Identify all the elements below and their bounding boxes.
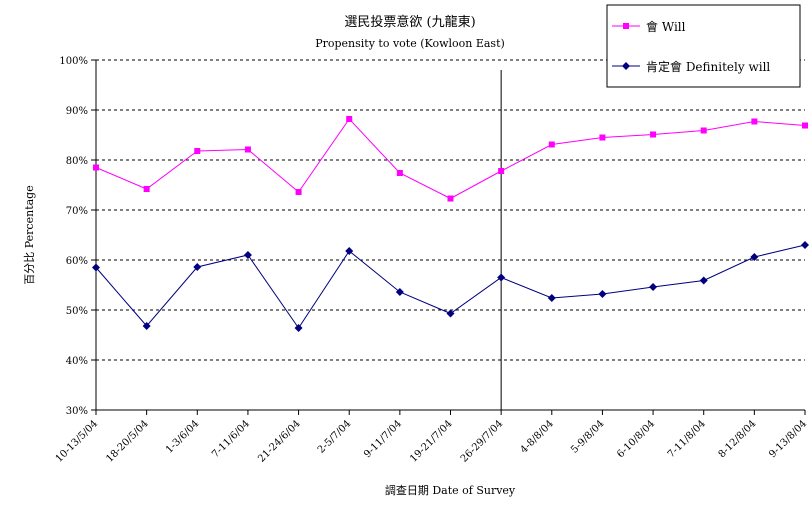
- data-point-will: [599, 134, 606, 141]
- y-tick-label: 40%: [66, 356, 88, 367]
- data-point-will: [700, 127, 707, 134]
- legend-marker-will: [623, 23, 629, 29]
- data-point-will: [751, 118, 758, 125]
- legend-box: [606, 4, 801, 88]
- data-point-definitely: [294, 324, 303, 332]
- legend: 會 Will 肯定會 Definitely will: [606, 4, 801, 88]
- data-point-will: [802, 122, 808, 129]
- data-point-will: [295, 189, 302, 195]
- x-tick-label: 1-3/6/04: [164, 418, 201, 455]
- data-point-definitely: [750, 253, 759, 261]
- data-point-will: [244, 146, 251, 153]
- data-point-definitely: [193, 263, 202, 271]
- y-tick-label: 100%: [59, 56, 88, 67]
- x-tick-label: 4-8/8/04: [518, 418, 555, 455]
- y-tick-label: 60%: [66, 256, 88, 267]
- y-axis-label: 百分比 Percentage: [23, 185, 36, 284]
- data-point-will: [143, 186, 150, 192]
- data-point-definitely: [598, 290, 607, 298]
- data-point-will: [498, 168, 505, 174]
- y-tick-label: 30%: [66, 406, 88, 417]
- data-point-will: [548, 141, 555, 148]
- data-point-definitely: [243, 251, 252, 259]
- x-tick-label: 18-20/5/04: [104, 418, 150, 464]
- chart-subtitle: Propensity to vote (Kowloon East): [315, 37, 505, 50]
- legend-label-will: 會 Will: [646, 20, 686, 34]
- series-line-0: [95, 118, 806, 200]
- data-point-will: [650, 131, 657, 138]
- legend-marker-definitely: [622, 62, 630, 70]
- axes: [95, 60, 805, 411]
- data-point-definitely: [699, 276, 708, 285]
- legend-label-definitely: 肯定會 Definitely will: [646, 59, 770, 74]
- data-point-will: [396, 170, 403, 176]
- x-tick-label: 19-21/7/04: [408, 418, 454, 464]
- data-point-definitely: [446, 309, 455, 318]
- data-point-definitely: [345, 247, 354, 255]
- data-point-definitely: [497, 273, 506, 282]
- x-tick-label: 5-9/8/04: [569, 418, 606, 455]
- data-point-definitely: [649, 283, 658, 291]
- y-tick-label: 80%: [66, 156, 88, 167]
- data-point-will: [346, 116, 353, 122]
- x-tick-label: 21-24/6/04: [256, 418, 302, 464]
- x-tick-label: 9-11/7/04: [362, 418, 404, 460]
- x-tick-label: 8-12/8/04: [717, 418, 759, 460]
- data-point-definitely: [801, 241, 809, 249]
- chart-title: 選民投票意欲 (九龍東): [344, 14, 475, 30]
- data-point-definitely: [395, 288, 404, 296]
- x-tick-label: 7-11/6/04: [210, 418, 252, 460]
- data-point-definitely: [142, 322, 151, 330]
- x-axis-label: 調查日期 Date of Survey: [385, 483, 516, 497]
- x-axis-ticks: 10-13/5/04 18-20/5/04 1-3/6/04 7-11/6/04 21-…: [54, 410, 809, 465]
- x-tick-label: 9-13/8/04: [767, 418, 809, 460]
- x-tick-label: 26-29/7/04: [459, 418, 505, 464]
- x-tick-label: 6-10/8/04: [615, 418, 657, 460]
- y-axis-ticks: 30% 40% 50% 60% 70% 80% 90% 100%: [59, 56, 96, 417]
- x-tick-label: 7-11/8/04: [666, 418, 708, 460]
- data-point-will: [93, 164, 99, 171]
- data-point-definitely: [92, 263, 100, 272]
- x-tick-label: 10-13/5/04: [54, 418, 100, 464]
- data-point-will: [194, 148, 201, 154]
- data-point-will: [447, 195, 454, 202]
- y-tick-label: 70%: [66, 206, 88, 217]
- y-tick-label: 50%: [66, 306, 88, 317]
- series-layer: [92, 116, 809, 332]
- data-point-definitely: [547, 294, 556, 302]
- x-tick-label: 2-5/7/04: [316, 418, 353, 455]
- y-tick-label: 90%: [66, 106, 88, 117]
